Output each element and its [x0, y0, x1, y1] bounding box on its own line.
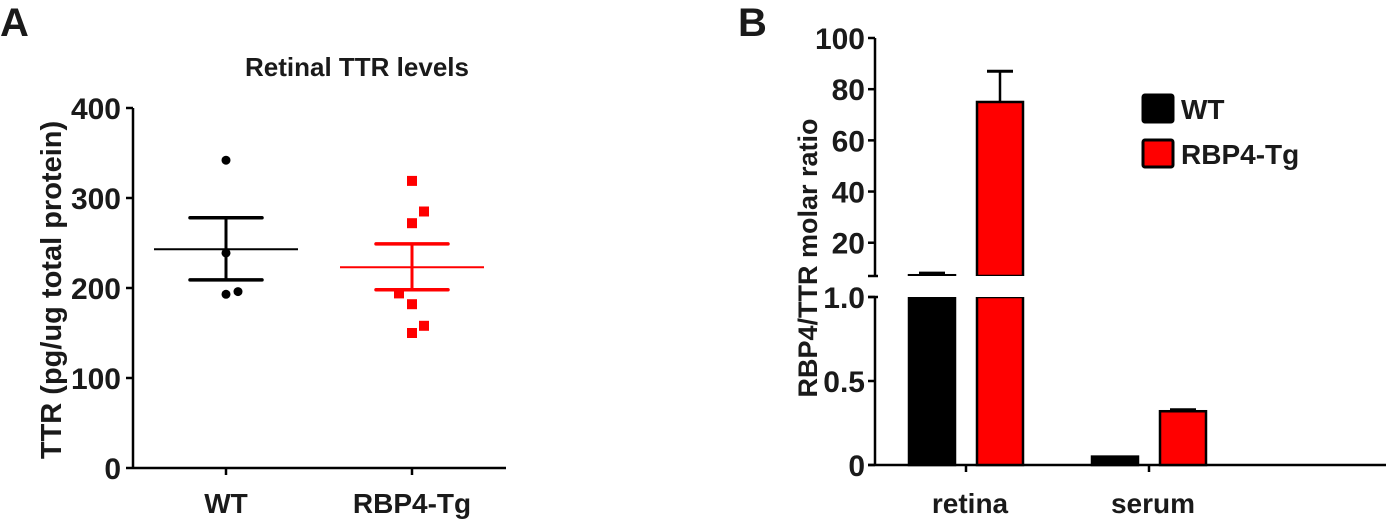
data-point	[419, 206, 429, 217]
data-point	[407, 218, 417, 229]
y-tick-label: 100	[815, 23, 865, 56]
data-point	[407, 328, 417, 338]
panel-a-ylabel: TTR (pg/ug total protein)	[36, 121, 68, 459]
bar-upper-segment	[975, 100, 1025, 278]
y-tick-label: 0	[104, 453, 121, 486]
y-tick-label: 0	[848, 450, 865, 483]
panel-b-marks	[907, 69, 1208, 467]
data-point	[419, 320, 429, 331]
legend-label: RBP4-Tg	[1181, 139, 1299, 170]
bar-lower-segment	[975, 295, 1025, 467]
y-tick-label: 400	[71, 93, 121, 126]
data-point	[221, 289, 231, 299]
bar-lower-segment	[907, 295, 957, 467]
y-tick-label: 200	[71, 273, 121, 306]
data-point	[233, 287, 243, 297]
panel-a-axes: 0 100 200 300 400 WT RBP4-Tg	[71, 93, 506, 519]
x-tick-label: WT	[204, 488, 248, 519]
legend-swatch	[1141, 138, 1175, 169]
data-point	[407, 175, 417, 186]
data-point	[394, 288, 404, 299]
bar-break-gap	[907, 276, 957, 297]
panel-b: B RBP4/TTR molar ratio 20 40 60 80 100 0 0.5 1.…	[738, 1, 1386, 519]
panel-a-label: A	[0, 1, 29, 45]
panel-a-title: Retinal TTR levels	[245, 52, 469, 82]
data-point	[221, 248, 231, 258]
y-tick-label: 20	[832, 228, 865, 261]
x-tick-label: serum	[1111, 488, 1195, 519]
panel-b-axes: 20 40 60 80 100 0 0.5 1.0 retina serum	[815, 23, 1386, 519]
legend-label: WT	[1181, 94, 1225, 125]
data-point	[221, 155, 231, 165]
bar	[1158, 409, 1208, 467]
bar-upper-segment	[907, 273, 957, 278]
y-tick-label: 0.5	[823, 366, 865, 399]
data-point	[407, 299, 417, 310]
x-tick-label: RBP4-Tg	[353, 488, 471, 519]
panel-b-legend: WT RBP4-Tg	[1141, 93, 1299, 170]
panel-a-marks	[154, 155, 484, 338]
legend-swatch	[1141, 93, 1175, 124]
bar	[1090, 455, 1140, 467]
y-tick-label: 100	[71, 363, 121, 396]
bar-break-gap	[975, 276, 1025, 297]
x-tick-label: retina	[932, 488, 1009, 519]
y-tick-label: 40	[832, 177, 865, 210]
panel-a: A Retinal TTR levels TTR (pg/ug total pr…	[0, 1, 506, 519]
panel-b-ylabel: RBP4/TTR molar ratio	[793, 118, 823, 397]
y-tick-label: 60	[832, 125, 865, 158]
y-tick-label: 300	[71, 183, 121, 216]
y-tick-label: 80	[832, 74, 865, 107]
panel-b-label: B	[738, 1, 767, 45]
y-tick-label: 1.0	[823, 282, 865, 315]
